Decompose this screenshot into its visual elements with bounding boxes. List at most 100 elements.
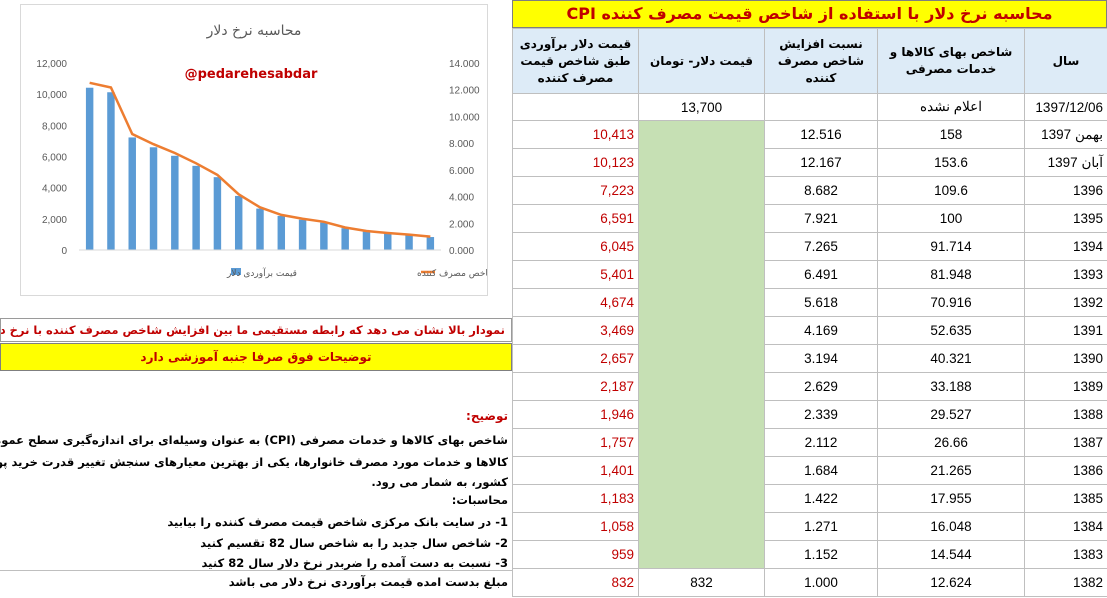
cell-year[interactable]: 1397/12/06 [1024,93,1107,121]
cell-ratio[interactable]: 1.000 [764,568,878,597]
cell-ratio[interactable]: 2.629 [764,372,878,401]
bar[interactable] [384,233,392,250]
bar[interactable] [362,231,371,250]
cell-ratio[interactable]: 7.921 [764,204,878,233]
cell-ratio[interactable]: 1.152 [764,540,878,569]
cell-estimated[interactable]: 10,123 [512,148,639,177]
cell-ratio[interactable]: 6.491 [764,260,878,289]
cell-year[interactable]: 1387 [1024,428,1107,457]
chart-frame[interactable]: محاسبه نرخ دلار @pedarehesabdar 12,000 10… [20,4,552,296]
cell-cpi[interactable]: اعلام نشده [877,93,1025,121]
cell-cpi[interactable]: 100 [877,204,1025,233]
cell-ratio[interactable]: 2.112 [764,428,878,457]
cell-estimated[interactable]: 3,469 [512,316,639,345]
cell-year[interactable]: 1385 [1024,484,1107,513]
cell-estimated[interactable]: 959 [512,540,639,569]
cell-ratio[interactable]: 8.682 [764,176,878,205]
bar[interactable] [256,208,264,250]
bar[interactable] [341,228,349,250]
cell-year[interactable]: 1391 [1024,316,1107,345]
cell-cpi[interactable]: 91.714 [877,232,1025,261]
cell-year[interactable]: 1395 [1024,204,1107,233]
cell-cpi[interactable]: 16.048 [877,512,1025,541]
cell-ratio[interactable] [764,93,878,121]
cell-cpi[interactable]: 109.6 [877,176,1025,205]
cell-estimated[interactable]: 2,657 [512,344,639,373]
cell-cpi[interactable]: 153.6 [877,148,1025,177]
cell-estimated[interactable]: 6,591 [512,204,639,233]
cell-estimated[interactable]: 7,223 [512,176,639,205]
cell-year[interactable]: 1394 [1024,232,1107,261]
cell-estimated[interactable]: 4,674 [512,288,639,317]
bar[interactable] [107,92,115,251]
bar[interactable] [426,237,435,250]
cell-cpi[interactable]: 158 [877,120,1025,149]
cell-year[interactable]: 1384 [1024,512,1107,541]
cell-toman[interactable]: 13,700 [638,93,765,121]
cell-year[interactable]: 1389 [1024,372,1107,401]
cell-estimated[interactable]: 10,413 [512,120,639,149]
bar[interactable] [234,195,243,250]
bar[interactable] [128,137,136,250]
header-ratio[interactable]: نسبت افزایش شاخص مصرف کننده [764,28,878,94]
cell-ratio[interactable]: 1.422 [764,484,878,513]
bar[interactable] [171,155,179,250]
cell-ratio[interactable]: 12.167 [764,148,878,177]
header-estimated[interactable]: قیمت دلار برآوردی طبق شاخص قیمت مصرف کنن… [512,28,639,94]
cell-estimated[interactable]: 6,045 [512,232,639,261]
cell-toman[interactable] [638,120,765,569]
bar[interactable] [85,87,94,251]
cell-estimated[interactable]: 1,058 [512,512,639,541]
cell-ratio[interactable]: 1.684 [764,456,878,485]
cell-year[interactable]: آبان 1397 [1024,148,1107,177]
cell-cpi[interactable]: 21.265 [877,456,1025,485]
cell-ratio[interactable]: 5.618 [764,288,878,317]
cell-ratio[interactable]: 2.339 [764,400,878,429]
bar[interactable] [277,215,286,250]
cell-year[interactable]: 1386 [1024,456,1107,485]
cell-estimated[interactable] [512,93,639,121]
cell-estimated[interactable]: 2,187 [512,372,639,401]
cell-cpi[interactable]: 33.188 [877,372,1025,401]
header-toman[interactable]: قیمت دلار- تومان [638,28,765,94]
bar[interactable] [192,165,200,250]
cell-cpi[interactable]: 29.527 [877,400,1025,429]
cell-year[interactable]: 1396 [1024,176,1107,205]
cell-estimated[interactable]: 1,757 [512,428,639,457]
cell-ratio[interactable]: 7.265 [764,232,878,261]
cell-ratio[interactable]: 3.194 [764,344,878,373]
cell-estimated[interactable]: 5,401 [512,260,639,289]
cell-estimated[interactable]: 1,401 [512,456,639,485]
bar[interactable] [320,222,328,250]
cell-ratio[interactable]: 1.271 [764,512,878,541]
cell-year[interactable]: 1393 [1024,260,1107,289]
table-row: 5,401 6.491 81.948 1393 [512,260,1107,289]
cell-estimated[interactable]: 1,946 [512,400,639,429]
cell-cpi[interactable]: 14.544 [877,540,1025,569]
bar[interactable] [149,147,158,250]
cell-cpi[interactable]: 81.948 [877,260,1025,289]
cell-year[interactable]: 1382 [1024,568,1107,597]
cell-year[interactable]: 1392 [1024,288,1107,317]
cell-cpi[interactable]: 70.916 [877,288,1025,317]
cell-cpi[interactable]: 12.624 [877,568,1025,597]
cell-ratio[interactable]: 4.169 [764,316,878,345]
cell-toman[interactable]: 832 [638,568,765,597]
cell-year[interactable]: 1390 [1024,344,1107,373]
cell-year[interactable]: بهمن 1397 [1024,120,1107,149]
cell-estimated[interactable]: 1,183 [512,484,639,513]
cell-cpi[interactable]: 26.66 [877,428,1025,457]
bar[interactable] [405,235,413,250]
header-cpi[interactable]: شاخص بهای کالاها و خدمات مصرفی [877,28,1025,94]
cell-year[interactable]: 1383 [1024,540,1107,569]
cell-estimated[interactable]: 832 [512,568,639,597]
explanation-line-2: کالاها و خدمات مورد مصرف خانوارها، یکی ا… [0,455,508,469]
bar[interactable] [298,219,307,250]
cell-ratio[interactable]: 12.516 [764,120,878,149]
cell-year[interactable]: 1388 [1024,400,1107,429]
cell-cpi[interactable]: 17.955 [877,484,1025,513]
cell-cpi[interactable]: 40.321 [877,344,1025,373]
bar[interactable] [213,177,222,250]
header-year[interactable]: سال [1024,28,1107,94]
cell-cpi[interactable]: 52.635 [877,316,1025,345]
